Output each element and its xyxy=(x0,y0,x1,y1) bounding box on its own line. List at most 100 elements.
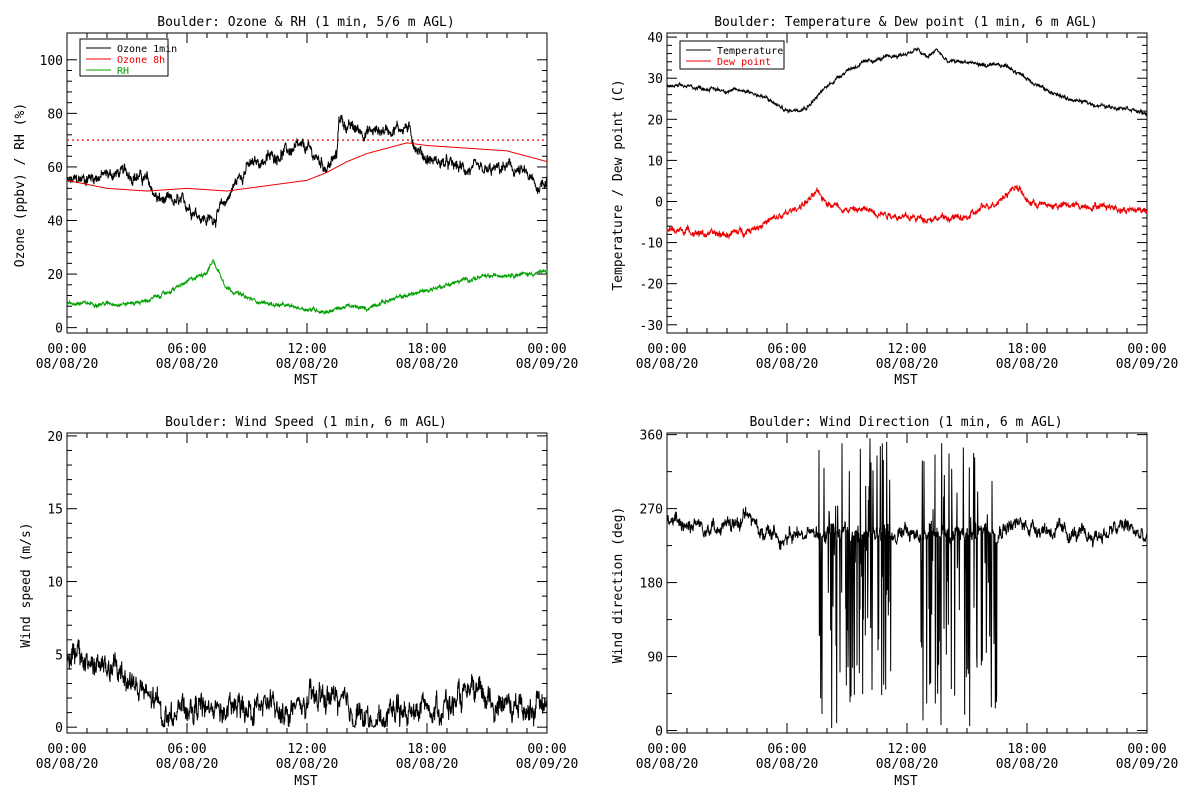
y-tick-label: 20 xyxy=(47,430,63,445)
x-tick-label-time: 00:00 xyxy=(47,742,86,757)
y-tick-label: 60 xyxy=(47,161,63,176)
y-tick-label: 10 xyxy=(647,154,663,169)
temp-dew-temperature-line xyxy=(666,46,1148,117)
ozone-rh-rh-line xyxy=(66,258,548,316)
x-tick-label-time: 12:00 xyxy=(887,342,926,357)
y-tick-label: 10 xyxy=(47,576,63,591)
x-tick-label-date: 08/08/20 xyxy=(996,357,1059,372)
temp-dew-legend: Temperature Dew point xyxy=(679,40,785,70)
y-tick-label: -10 xyxy=(640,237,663,252)
y-tick-label: 270 xyxy=(640,503,663,518)
y-tick-label: 40 xyxy=(47,215,63,230)
x-tick-label-date: 08/08/20 xyxy=(876,757,939,772)
x-tick-label-time: 00:00 xyxy=(647,342,686,357)
y-tick-label: 180 xyxy=(640,577,663,592)
x-tick-label-date: 08/09/20 xyxy=(1116,357,1179,372)
temp-dew-xlabel: MST xyxy=(894,373,918,388)
x-tick-label-time: 00:00 xyxy=(1127,742,1166,757)
x-tick-label-time: 12:00 xyxy=(887,742,926,757)
x-tick-label-time: 18:00 xyxy=(1007,342,1046,357)
y-tick-label: 90 xyxy=(647,651,663,666)
x-tick-label-time: 06:00 xyxy=(767,342,806,357)
x-tick-label-date: 08/08/20 xyxy=(36,757,99,772)
wind-direction-panel: Boulder: Wind Direction (1 min, 6 m AGL)… xyxy=(611,415,1178,789)
ozone-rh-xlabel: MST xyxy=(294,373,318,388)
y-tick-label: 30 xyxy=(647,72,663,87)
x-tick-label-date: 08/09/20 xyxy=(1116,757,1179,772)
x-tick-label-time: 00:00 xyxy=(527,342,566,357)
x-tick-label-date: 08/08/20 xyxy=(276,757,339,772)
y-tick-label: -30 xyxy=(640,319,663,334)
legend-box xyxy=(679,40,785,70)
y-tick-label: 20 xyxy=(47,268,63,283)
wind-direction-series-line xyxy=(666,438,1148,728)
wind-speed-axes-frame xyxy=(66,432,548,734)
y-tick-label: 0 xyxy=(55,721,63,736)
temp-dew-ylabel: Temperature / Dew point (C) xyxy=(611,79,626,290)
x-tick-label-time: 06:00 xyxy=(167,342,206,357)
ozone-rh-legend: Ozone 1min Ozone 8h RH xyxy=(79,38,177,77)
y-tick-label: -20 xyxy=(640,278,663,293)
wind-speed-panel: Boulder: Wind Speed (1 min, 6 m AGL) Win… xyxy=(19,415,578,789)
temp-dew-title: Boulder: Temperature & Dew point (1 min,… xyxy=(714,15,1098,30)
ozone-rh-ozone-1min-line xyxy=(66,114,548,228)
x-tick-label-time: 00:00 xyxy=(527,742,566,757)
x-tick-label-time: 12:00 xyxy=(287,342,326,357)
wind-direction-xlabel: MST xyxy=(894,774,918,789)
y-tick-label: 80 xyxy=(47,107,63,122)
x-tick-label-date: 08/08/20 xyxy=(636,357,699,372)
x-tick-label-date: 08/09/20 xyxy=(516,757,579,772)
x-tick-label-time: 00:00 xyxy=(647,742,686,757)
x-tick-label-time: 00:00 xyxy=(1127,342,1166,357)
x-tick-label-date: 08/08/20 xyxy=(156,357,219,372)
x-tick-label-time: 18:00 xyxy=(1007,742,1046,757)
wind-speed-ylabel: Wind speed (m/s) xyxy=(19,522,34,647)
wind-speed-title: Boulder: Wind Speed (1 min, 6 m AGL) xyxy=(165,415,447,430)
x-tick-label-time: 06:00 xyxy=(767,742,806,757)
wind-direction-ylabel: Wind direction (deg) xyxy=(611,507,626,664)
y-tick-label: 0 xyxy=(655,195,663,210)
ozone-rh-ozone-8h-line xyxy=(66,142,548,192)
x-tick-label-date: 08/08/20 xyxy=(996,757,1059,772)
legend-label-ozone-1min: Ozone 1min xyxy=(117,44,177,55)
wind-direction-axes-frame xyxy=(666,432,1148,734)
x-tick-label-date: 08/08/20 xyxy=(636,757,699,772)
legend-label-temperature: Temperature xyxy=(717,46,783,57)
temp-dew-axes-frame xyxy=(666,32,1148,334)
temp-dew-dew-point-line xyxy=(666,184,1148,240)
y-tick-label: 20 xyxy=(647,113,663,128)
x-tick-label-time: 18:00 xyxy=(407,742,446,757)
legend-label-rh: RH xyxy=(117,66,129,77)
y-tick-label: 5 xyxy=(55,648,63,663)
ozone-rh-title: Boulder: Ozone & RH (1 min, 5/6 m AGL) xyxy=(157,15,454,30)
x-tick-label-time: 00:00 xyxy=(47,342,86,357)
ozone-rh-axes-frame xyxy=(66,32,548,334)
ozone-rh-panel: Boulder: Ozone & RH (1 min, 5/6 m AGL) O… xyxy=(13,15,578,388)
y-tick-label: 0 xyxy=(55,322,63,337)
y-tick-label: 40 xyxy=(647,31,663,46)
legend-label-ozone-8h: Ozone 8h xyxy=(117,55,165,66)
x-tick-label-date: 08/08/20 xyxy=(756,357,819,372)
wind-direction-title: Boulder: Wind Direction (1 min, 6 m AGL) xyxy=(749,415,1062,430)
x-tick-label-date: 08/09/20 xyxy=(516,357,579,372)
x-tick-label-time: 06:00 xyxy=(167,742,206,757)
x-tick-label-date: 08/08/20 xyxy=(156,757,219,772)
x-tick-label-time: 12:00 xyxy=(287,742,326,757)
x-tick-label-date: 08/08/20 xyxy=(396,757,459,772)
ozone-rh-ylabel: Ozone (ppbv) / RH (%) xyxy=(13,103,28,267)
wind-speed-series-line xyxy=(66,639,548,729)
y-tick-label: 0 xyxy=(655,725,663,740)
y-tick-label: 15 xyxy=(47,503,63,518)
x-tick-label-date: 08/08/20 xyxy=(756,757,819,772)
y-tick-label: 360 xyxy=(640,429,663,444)
x-tick-label-date: 08/08/20 xyxy=(276,357,339,372)
x-tick-label-date: 08/08/20 xyxy=(36,357,99,372)
x-tick-label-date: 08/08/20 xyxy=(396,357,459,372)
wind-speed-xlabel: MST xyxy=(294,774,318,789)
legend-label-dew-point: Dew point xyxy=(717,57,771,68)
y-tick-label: 100 xyxy=(40,54,63,69)
x-tick-label-time: 18:00 xyxy=(407,342,446,357)
temp-dew-panel: Boulder: Temperature & Dew point (1 min,… xyxy=(611,15,1178,388)
x-tick-label-date: 08/08/20 xyxy=(876,357,939,372)
